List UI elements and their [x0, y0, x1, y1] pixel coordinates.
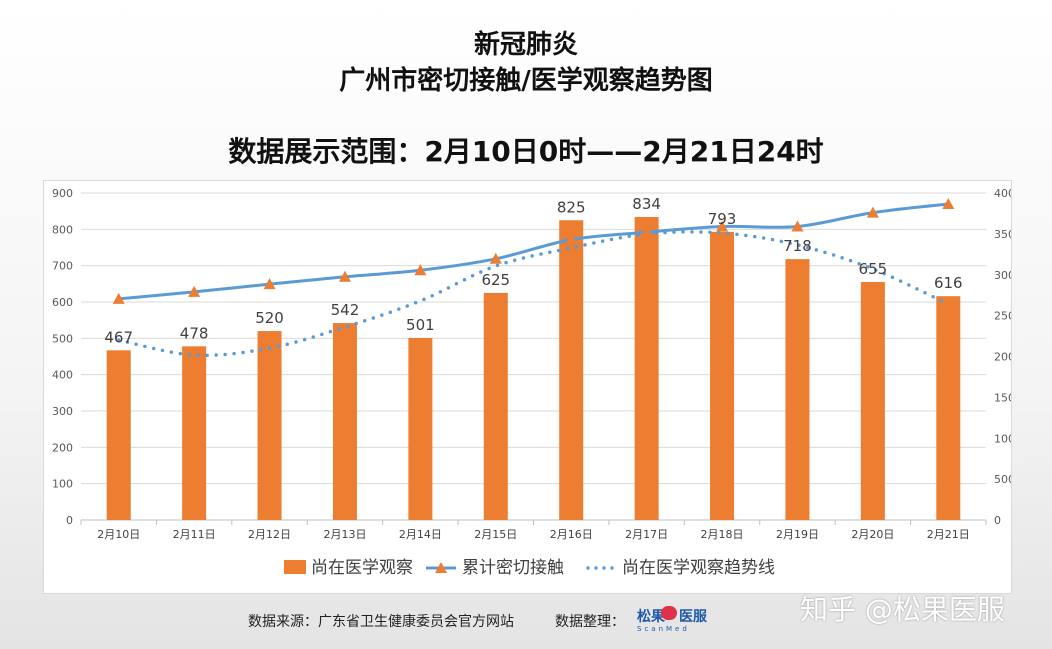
bar-data-label: 467	[104, 328, 133, 346]
bar-data-label: 501	[406, 316, 435, 334]
bar	[106, 350, 131, 520]
bar-data-label: 655	[859, 260, 888, 278]
x-tick-label: 2月19日	[776, 528, 819, 541]
y-right-tick-label: 1500	[994, 391, 1011, 404]
bar	[257, 331, 282, 520]
x-tick-label: 2月15日	[474, 528, 517, 541]
bar	[332, 323, 357, 520]
y-right-tick-label: 500	[994, 473, 1011, 486]
logo-sub: ScanMed	[637, 625, 690, 633]
logo-heart-icon	[661, 606, 677, 620]
y-left-tick-label: 200	[52, 441, 73, 454]
bar-data-label: 520	[255, 309, 284, 327]
chart-title-line2: 广州市密切接触/医学观察趋势图	[339, 66, 713, 96]
x-tick-label: 2月14日	[399, 528, 442, 541]
x-tick-label: 2月10日	[97, 528, 140, 541]
bar	[182, 346, 207, 520]
bar	[785, 259, 810, 520]
logo-text-left: 松果	[637, 609, 665, 625]
y-left-tick-label: 400	[52, 369, 73, 382]
bar-data-label: 616	[934, 274, 963, 292]
line-marker	[188, 285, 201, 297]
logo-text-right: 医服	[679, 609, 707, 625]
y-left-tick-label: 0	[66, 514, 73, 527]
bar-data-label: 793	[708, 210, 737, 228]
chart-area: 0 100 200 300 400 500 600 700 800 900 0 500 1000 1500…	[43, 180, 1012, 594]
line-marker	[112, 292, 125, 304]
line-marker	[263, 278, 276, 290]
chart-title: 新冠肺炎	[473, 30, 578, 60]
scanmed-logo: 松果 医服 ScanMed	[637, 598, 717, 634]
line-marker	[716, 220, 729, 232]
y-right-tick-label: 0	[994, 514, 1001, 527]
y-left-tick-label: 800	[52, 223, 73, 236]
legend-label: 累计密切接触	[462, 558, 564, 578]
bar	[860, 282, 885, 520]
y-left-tick-label: 600	[52, 296, 73, 309]
watermark: 知乎 @松果医服	[800, 593, 1005, 626]
y-left-tick-label: 500	[52, 332, 73, 345]
line-marker	[640, 226, 653, 238]
y-right-tick-label: 3500	[994, 228, 1011, 241]
y-right-tick-label: 2000	[994, 351, 1011, 364]
y-right-tick-label: 1000	[994, 432, 1011, 445]
bar	[408, 337, 433, 520]
trendline	[116, 230, 951, 358]
compiled-by: 数据整理：	[555, 614, 625, 630]
x-tick-label: 2月12日	[248, 528, 291, 541]
bar	[936, 296, 961, 520]
legend-bar-swatch	[284, 560, 306, 574]
bar-data-label: 542	[331, 301, 360, 319]
y-left-tick-label: 700	[52, 260, 73, 273]
y-right-tick-label: 4000	[994, 187, 1011, 200]
chart-subtitle: 数据展示范围：2月10日0时——2月21日24时	[228, 135, 824, 168]
legend-label: 尚在医学观察趋势线	[622, 558, 775, 578]
x-tick-label: 2月13日	[323, 528, 366, 541]
cumulative-line	[118, 202, 949, 301]
bar-data-label: 834	[632, 195, 661, 213]
y-left-tick-label: 900	[52, 187, 73, 200]
line-marker	[489, 252, 502, 264]
line-marker	[338, 270, 351, 282]
line-marker	[565, 233, 578, 245]
y-right-tick-label: 3000	[994, 269, 1011, 282]
x-tick-label: 2月21日	[927, 528, 970, 541]
bar-data-label: 478	[180, 324, 209, 342]
x-tick-label: 2月11日	[173, 528, 216, 541]
y-left-tick-label: 100	[52, 478, 73, 491]
line-marker	[866, 206, 879, 218]
bar-data-label: 718	[783, 237, 812, 255]
line-marker	[942, 198, 955, 210]
legend-label: 尚在医学观察	[311, 558, 413, 578]
bar	[634, 216, 659, 521]
bar-data-label: 625	[481, 271, 510, 289]
chart-svg: 0 100 200 300 400 500 600 700 800 900 0 500 1000 1500…	[52, 187, 1011, 578]
x-tick-label: 2月20日	[851, 528, 894, 541]
data-source: 数据来源：广东省卫生健康委员会官方网站	[248, 614, 514, 630]
y-left-tick-label: 300	[52, 405, 73, 418]
bar	[483, 292, 508, 520]
legend-line-marker	[435, 562, 447, 573]
line-marker	[414, 264, 427, 276]
x-tick-label: 2月16日	[550, 528, 593, 541]
line-marker	[791, 220, 804, 232]
x-tick-label: 2月17日	[625, 528, 668, 541]
x-tick-label: 2月18日	[701, 528, 744, 541]
bar	[710, 231, 735, 521]
bar-data-label: 825	[557, 198, 586, 216]
y-right-tick-label: 2500	[994, 310, 1011, 323]
bar	[559, 220, 584, 520]
